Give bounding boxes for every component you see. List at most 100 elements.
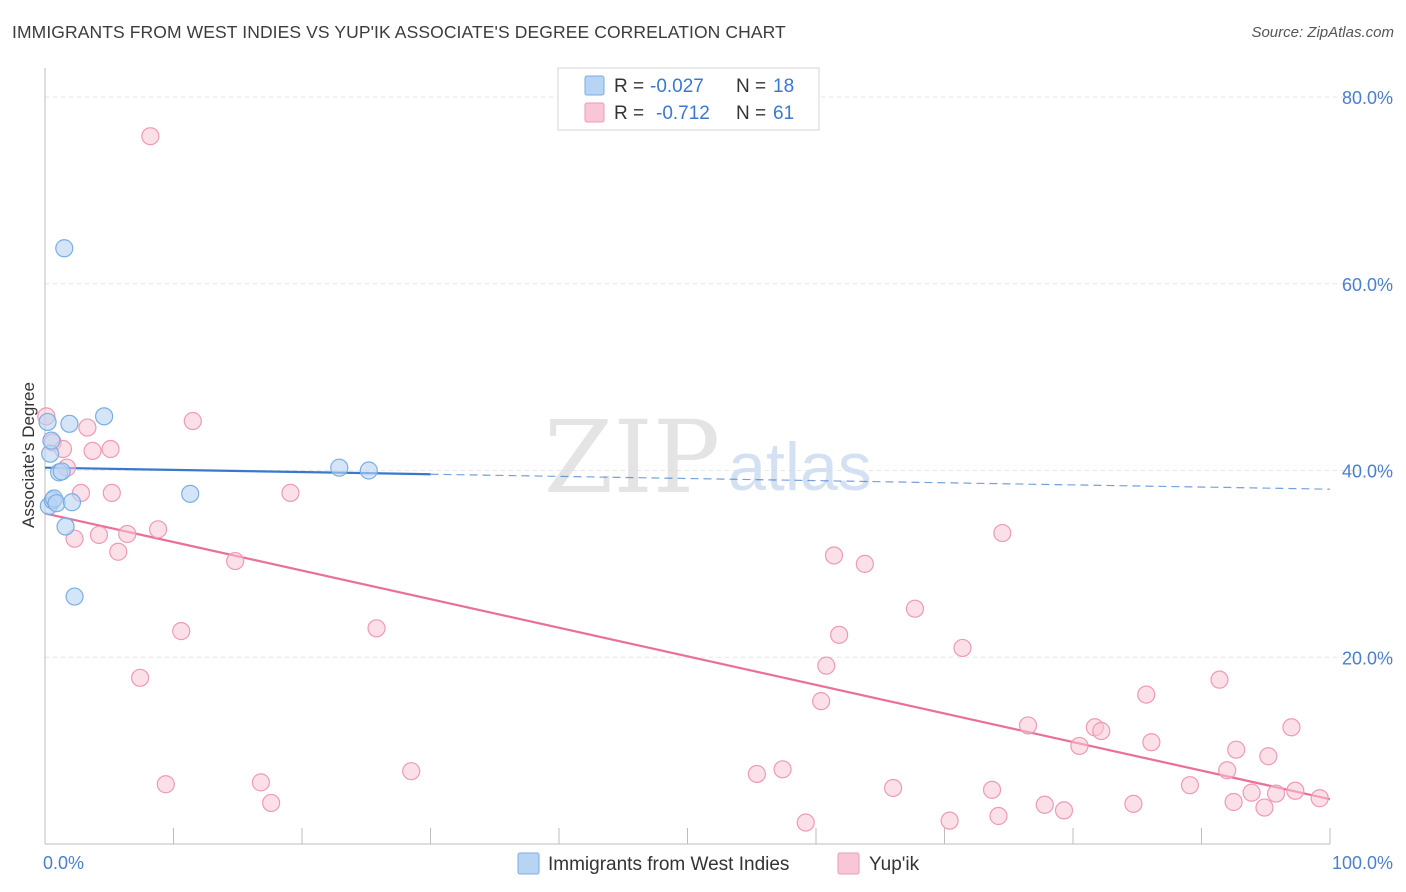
yupik-point [940, 811, 959, 830]
yupik-point [183, 411, 202, 431]
yupik-point [1310, 789, 1329, 808]
yupik-point [1180, 776, 1200, 795]
x-tick-label: 0.0% [43, 853, 84, 873]
yupik-point [109, 542, 128, 561]
legend-swatch-blue [584, 75, 605, 96]
yupik-point [993, 523, 1012, 543]
yupik-point [1035, 795, 1054, 814]
yupik-point [226, 551, 245, 571]
west-indies-point [95, 407, 114, 426]
yupik-point [118, 524, 137, 544]
yupik-point [1224, 792, 1243, 812]
yupik-point [281, 483, 300, 503]
watermark-zip: ZIP [544, 399, 720, 516]
yupik-point [65, 529, 84, 548]
west-indies-points [38, 239, 378, 606]
yupik-point [1266, 784, 1286, 803]
legend-r-label-pink: R = [614, 103, 644, 124]
west-indies-point [62, 493, 82, 512]
correlation-legend: R = -0.027 N = 18 R = -0.712 N = 61 [557, 67, 820, 131]
yupik-point [817, 656, 836, 675]
yupik-point [796, 813, 815, 832]
west-indies-point [60, 414, 79, 433]
yupik-point [1070, 736, 1089, 756]
legend-n-label-pink: N = [736, 103, 766, 124]
west-indies-point [52, 462, 71, 481]
yupik-point [1018, 716, 1038, 735]
legend-bottom-label-blue: Immigrants from West Indies [548, 854, 789, 875]
yupik-point [982, 780, 1002, 799]
watermark-atlas: atlas [728, 429, 872, 505]
yupik-point [102, 483, 121, 503]
yupik-point [130, 668, 150, 687]
legend-n-label-blue: N = [736, 76, 766, 97]
yupik-point [367, 619, 386, 638]
grid-lines [45, 96, 1395, 658]
yupik-point [1242, 783, 1261, 802]
yupik-point [989, 806, 1008, 826]
x-tick-labels: 0.0% 100.0% [43, 853, 1393, 873]
west-indies-point [56, 517, 75, 536]
trend-lines [44, 466, 1331, 801]
west-indies-point [359, 461, 378, 480]
yupik-point [1054, 801, 1074, 820]
y-tick-labels: 20.0% 40.0% 60.0% 80.0% [1342, 88, 1393, 668]
yupik-point [773, 760, 792, 779]
yupik-point [402, 762, 421, 781]
yupik-point [1255, 798, 1274, 817]
west-indies-point [38, 412, 57, 432]
west-indies-point [42, 431, 61, 450]
yupik-point [905, 599, 925, 618]
west-indies-point [65, 587, 84, 606]
yupik-point [89, 525, 109, 545]
yupik-point [1137, 685, 1156, 704]
yupik-point [1227, 740, 1246, 759]
yupik-point [812, 692, 831, 711]
yupik-point [953, 638, 972, 658]
yupik-point [156, 775, 175, 794]
yupik-trend-line [44, 512, 1331, 801]
yupik-point [1286, 781, 1305, 800]
yupik-point [830, 625, 849, 644]
yupik-point [1259, 747, 1278, 766]
watermark: ZIP atlas [544, 399, 872, 516]
legend-bottom-label-pink: Yup'ik [869, 854, 920, 875]
yupik-point [1142, 733, 1161, 752]
yupik-point [883, 778, 903, 798]
series-legend: Immigrants from West Indies Yup'ik [517, 852, 920, 875]
yupik-point [1282, 718, 1301, 737]
yupik-point [251, 773, 270, 792]
west-indies-point [47, 494, 66, 513]
west-indies-point [330, 458, 349, 477]
legend-n-value-blue: 18 [773, 76, 794, 97]
yupik-point [1218, 761, 1237, 780]
legend-swatch-pink [584, 102, 605, 123]
yupik-point [1210, 670, 1229, 689]
west-indies-trend-extension [430, 473, 1331, 490]
y-tick-label: 80.0% [1342, 88, 1393, 108]
yupik-point [1124, 794, 1143, 813]
y-axis-label: Associate's Degree [19, 382, 38, 528]
yupik-point [855, 554, 874, 573]
legend-r-label-blue: R = [614, 76, 644, 97]
west-indies-point [181, 484, 200, 503]
yupik-point [83, 441, 102, 460]
yupik-point [1092, 721, 1111, 741]
y-tick-label: 60.0% [1342, 275, 1393, 295]
yupik-point [148, 520, 168, 539]
legend-r-value-blue: -0.027 [650, 76, 704, 97]
yupik-point [78, 418, 97, 437]
legend-bottom-swatch-pink [837, 852, 860, 875]
legend-bottom-swatch-blue [517, 852, 540, 875]
legend-n-value-pink: 61 [773, 103, 794, 124]
y-tick-label: 20.0% [1342, 648, 1393, 668]
y-tick-label: 40.0% [1342, 462, 1393, 482]
west-indies-point [55, 239, 74, 258]
yupik-point [141, 127, 160, 146]
yupik-point [101, 439, 120, 459]
legend-r-value-pink: -0.712 [656, 103, 710, 124]
source-label: Source: ZipAtlas.com [1251, 24, 1394, 41]
chart-title: IMMIGRANTS FROM WEST INDIES VS YUP'IK AS… [12, 22, 786, 42]
yupik-point [747, 764, 766, 784]
